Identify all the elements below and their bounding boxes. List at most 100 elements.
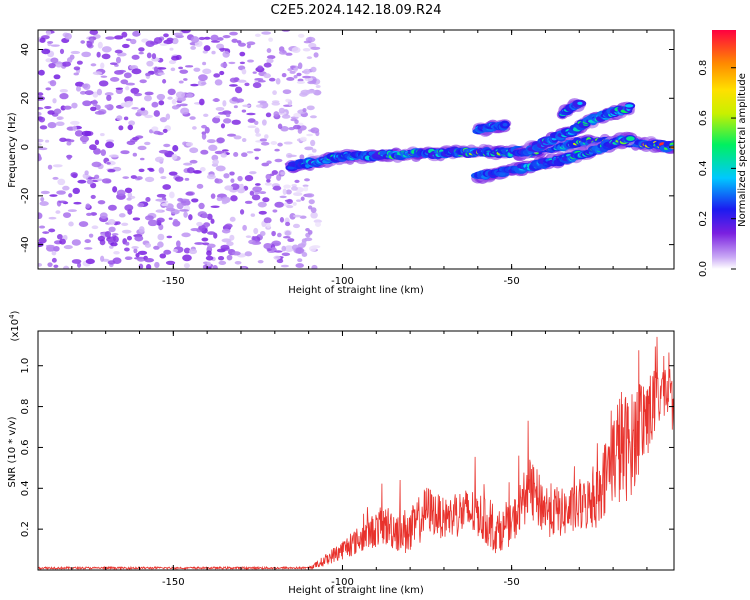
heatmap-noise-blob [68,139,75,143]
heatmap-noise-blob [158,149,169,154]
heatmap-noise-blob [259,231,266,237]
heatmap-noise-blob [63,265,70,269]
heatmap-noise-blob [241,266,247,269]
heatmap-noise-blob [83,247,93,250]
heatmap-noise-blob [190,228,200,232]
heatmap-noise-blob [272,90,277,96]
heatmap-noise-blob [112,235,119,243]
heatmap-noise-blob [70,120,80,125]
heatmap-noise-blob [252,82,262,89]
heatmap-noise-blob [263,217,272,224]
heatmap-noise-blob [189,147,199,154]
heatmap-noise-blob [301,240,307,247]
heatmap-noise-blob [283,141,293,145]
heatmap-noise-blob [289,212,296,220]
heatmap-noise-blob [277,142,283,147]
heatmap-noise-blob [47,110,56,115]
heatmap-noise-blob [163,249,172,255]
heatmap-noise-blob [254,156,259,160]
heatmap-noise-blob [205,255,214,261]
heatmap-noise-blob [172,145,179,152]
heatmap-noise-blob [137,202,145,208]
heatmap-noise-blob [145,196,151,202]
heatmap-noise-blob [156,67,167,70]
heatmap-noise-blob [70,172,78,178]
heatmap-noise-blob [299,154,305,161]
heatmap-noise-blob [144,215,154,221]
heatmap-noise-blob [100,62,105,69]
heatmap-noise-blob [109,62,118,65]
heatmap-noise-blob [206,174,216,180]
heatmap-noise-blob [122,43,130,49]
heatmap-noise-blob [175,240,181,248]
heatmap-noise-blob [204,126,210,134]
heatmap-noise-blob [293,192,303,197]
heatmap-noise-blob [108,226,116,233]
heatmap-noise-blob [244,175,254,182]
heatmap-noise-blob [86,179,94,185]
heatmap-noise-blob [131,54,140,60]
heatmap-noise-blob [38,212,43,220]
heatmap-noise-blob [179,69,189,74]
heatmap-noise-blob [90,194,96,199]
heatmap-noise-blob [239,209,245,215]
heatmap-noise-blob [314,221,322,227]
heatmap-noise-blob [213,73,221,78]
heatmap-noise-blob [224,185,234,191]
heatmap-noise-blob [206,139,216,144]
heatmap-noise-blob [193,67,201,72]
heatmap-noise-blob [173,218,179,224]
y-tick-label: 0.8 [20,399,31,415]
heatmap-noise-blob [38,143,42,146]
heatmap-noise-blob [55,61,63,68]
heatmap-noise-blob [196,183,204,189]
heatmap-noise-blob [286,198,293,205]
heatmap-noise-blob [85,258,95,265]
heatmap-noise-blob [217,256,225,261]
heatmap-noise-blob [171,55,180,61]
heatmap-noise-blob [169,191,175,199]
heatmap-noise-blob [126,235,132,241]
heatmap-noise-blob [263,73,271,79]
heatmap-noise-blob [125,86,130,91]
heatmap-noise-blob [110,242,118,247]
heatmap-noise-blob [114,49,123,54]
heatmap-noise-blob [132,217,141,221]
heatmap-noise-blob [38,112,42,116]
heatmap-noise-blob [284,230,291,236]
heatmap-noise-blob [125,82,136,86]
heatmap-noise-blob [220,244,230,251]
spectrogram-ticks: -150 -100 -50 -40 -20 0 20 40 [20,30,674,287]
heatmap-noise-blob [310,207,317,214]
heatmap-noise-blob [75,86,82,92]
heatmap-noise-blob [301,251,308,258]
heatmap-noise-blob [56,190,66,195]
heatmap-noise-blob [293,112,303,118]
heatmap-noise-blob [41,48,51,55]
heatmap-noise-blob [50,44,60,47]
heatmap-noise-blob [274,158,283,163]
heatmap-noise-blob [129,65,136,70]
heatmap-noise-blob [159,116,168,123]
heatmap-noise-blob [48,63,56,69]
heatmap-noise-blob [277,123,283,130]
heatmap-noise-blob [219,70,225,76]
heatmap-noise-blob [305,193,315,198]
heatmap-noise-blob [47,122,57,129]
heatmap-noise-blob [145,40,155,47]
x-tick-label: -100 [331,577,354,588]
heatmap-noise-blob [45,139,50,143]
heatmap-noise-blob [172,248,179,253]
heatmap-noise-blob [188,248,198,255]
heatmap-noise-blob [132,152,138,157]
heatmap-noise-blob [53,108,62,115]
heatmap-noise-blob [229,84,238,87]
heatmap-noise-blob [249,171,257,175]
heatmap-noise-blob [206,250,212,256]
heatmap-noise-blob [250,213,256,217]
heatmap-noise-blob [170,67,176,72]
y-tick-label: 0.6 [20,439,31,455]
heatmap-noise-blob [203,45,211,52]
heatmap-noise-blob [173,32,183,37]
heatmap-noise-blob [246,150,254,154]
